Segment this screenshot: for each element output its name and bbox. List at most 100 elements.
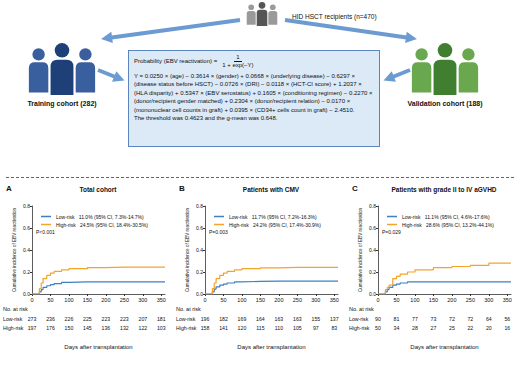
svg-text:16: 16	[504, 325, 510, 331]
svg-text:No. at risk: No. at risk	[3, 306, 28, 312]
svg-text:High-risk 24.5% (95% CI, 18.: High-risk 24.5% (95% CI, 18.4%-30.5%)	[56, 222, 148, 228]
svg-text:250: 250	[293, 297, 302, 303]
svg-text:Low-risk: Low-risk	[176, 316, 196, 322]
svg-text:0.6: 0.6	[196, 225, 203, 231]
svg-text:No. at risk: No. at risk	[349, 306, 374, 312]
svg-text:Cumulative incidence of EBV re: Cumulative incidence of EBV reactivation	[12, 208, 17, 292]
svg-text:50: 50	[220, 297, 226, 303]
svg-text:No. at risk: No. at risk	[176, 306, 201, 312]
svg-text:100: 100	[64, 297, 73, 303]
svg-text:163: 163	[275, 316, 284, 322]
svg-text:Patients with CMV: Patients with CMV	[243, 186, 300, 193]
svg-text:350: 350	[330, 297, 339, 303]
svg-text:181: 181	[157, 316, 166, 322]
svg-text:169: 169	[238, 316, 247, 322]
svg-text:150: 150	[256, 297, 265, 303]
svg-text:0.4: 0.4	[196, 247, 203, 253]
svg-text:27: 27	[431, 325, 437, 331]
svg-text:207: 207	[139, 316, 148, 322]
svg-text:103: 103	[157, 325, 166, 331]
svg-text:164: 164	[256, 316, 265, 322]
svg-text:197: 197	[28, 325, 37, 331]
svg-text:300: 300	[138, 297, 147, 303]
svg-text:20: 20	[486, 325, 492, 331]
svg-text:150: 150	[83, 297, 92, 303]
svg-text:A: A	[6, 184, 12, 193]
svg-text:Low-risk 11.7% (95% CI, 7.2%: Low-risk 11.7% (95% CI, 7.2%-16.3%)	[229, 214, 317, 220]
svg-text:300: 300	[484, 297, 493, 303]
svg-text:158: 158	[201, 325, 210, 331]
svg-text:Patients with grade II to IV a: Patients with grade II to IV aGVHD	[391, 186, 496, 194]
svg-text:100: 100	[410, 297, 419, 303]
svg-text:0: 0	[376, 297, 379, 303]
svg-text:250: 250	[120, 297, 129, 303]
svg-text:110: 110	[275, 325, 283, 331]
svg-text:High-risk 24.2% (95% CI, 17.: High-risk 24.2% (95% CI, 17.4%-30.9%)	[229, 222, 321, 228]
svg-text:136: 136	[102, 325, 111, 331]
svg-text:90: 90	[375, 316, 381, 322]
svg-text:163: 163	[293, 316, 302, 322]
svg-text:226: 226	[65, 316, 74, 322]
svg-text:100: 100	[237, 297, 246, 303]
svg-text:200: 200	[101, 297, 110, 303]
svg-text:0: 0	[203, 297, 206, 303]
svg-text:97: 97	[313, 325, 319, 331]
svg-text:56: 56	[504, 316, 510, 322]
svg-text:P=0.029: P=0.029	[382, 229, 401, 235]
svg-text:High-risk: High-risk	[3, 325, 24, 331]
svg-text:0.0: 0.0	[23, 291, 30, 297]
svg-text:223: 223	[120, 316, 129, 322]
svg-text:0.8: 0.8	[369, 203, 376, 209]
svg-text:300: 300	[311, 297, 320, 303]
svg-text:34: 34	[394, 325, 400, 331]
svg-text:150: 150	[65, 325, 74, 331]
svg-text:Cumulative incidence of EBV re: Cumulative incidence of EBV reactivation	[358, 208, 363, 292]
svg-text:P=0.003: P=0.003	[209, 229, 228, 235]
svg-text:137: 137	[330, 316, 339, 322]
svg-text:0.8: 0.8	[23, 203, 30, 209]
svg-text:155: 155	[312, 316, 321, 322]
svg-text:223: 223	[102, 316, 111, 322]
svg-text:141: 141	[219, 325, 228, 331]
svg-text:Days after transplantation: Days after transplantation	[410, 344, 478, 350]
svg-text:0.6: 0.6	[23, 225, 30, 231]
svg-text:83: 83	[331, 325, 337, 331]
svg-text:Days after transplantation: Days after transplantation	[237, 344, 305, 350]
svg-text:225: 225	[83, 316, 92, 322]
svg-text:182: 182	[219, 316, 228, 322]
svg-text:132: 132	[120, 325, 129, 331]
svg-text:0.2: 0.2	[23, 269, 30, 275]
svg-text:50: 50	[47, 297, 53, 303]
svg-text:0.6: 0.6	[369, 225, 376, 231]
svg-text:145: 145	[83, 325, 92, 331]
svg-text:Low-risk 11.1% (95% CI, 4.6%: Low-risk 11.1% (95% CI, 4.6%-17.6%)	[402, 214, 490, 220]
svg-text:176: 176	[46, 325, 55, 331]
svg-text:25: 25	[449, 325, 455, 331]
svg-text:236: 236	[46, 316, 55, 322]
svg-text:200: 200	[447, 297, 456, 303]
svg-text:350: 350	[157, 297, 166, 303]
svg-text:Cumulative incidence of EBV re: Cumulative incidence of EBV reactivation	[185, 208, 190, 292]
svg-text:B: B	[179, 184, 185, 193]
svg-text:72: 72	[449, 316, 455, 322]
svg-text:115: 115	[256, 325, 264, 331]
svg-text:64: 64	[486, 316, 492, 322]
svg-text:0.8: 0.8	[196, 203, 203, 209]
svg-text:0.0: 0.0	[369, 291, 376, 297]
svg-text:High-risk 28.6% (95% CI, 13.: High-risk 28.6% (95% CI, 13.2%-44.1%)	[402, 222, 494, 228]
svg-text:200: 200	[274, 297, 283, 303]
svg-text:Days after transplantation: Days after transplantation	[64, 344, 132, 350]
svg-text:120: 120	[238, 325, 247, 331]
svg-text:273: 273	[28, 316, 37, 322]
svg-text:350: 350	[503, 297, 512, 303]
svg-text:0.2: 0.2	[196, 269, 203, 275]
svg-text:122: 122	[139, 325, 148, 331]
svg-text:50: 50	[393, 297, 399, 303]
svg-text:C: C	[352, 184, 358, 193]
svg-text:105: 105	[293, 325, 302, 331]
svg-text:28: 28	[412, 325, 418, 331]
svg-text:22: 22	[467, 325, 473, 331]
svg-text:0.4: 0.4	[369, 247, 376, 253]
svg-text:High-risk: High-risk	[176, 325, 197, 331]
svg-text:Low-risk 11.0% (95% CI, 7.3%: Low-risk 11.0% (95% CI, 7.3%-14.7%)	[56, 214, 144, 220]
